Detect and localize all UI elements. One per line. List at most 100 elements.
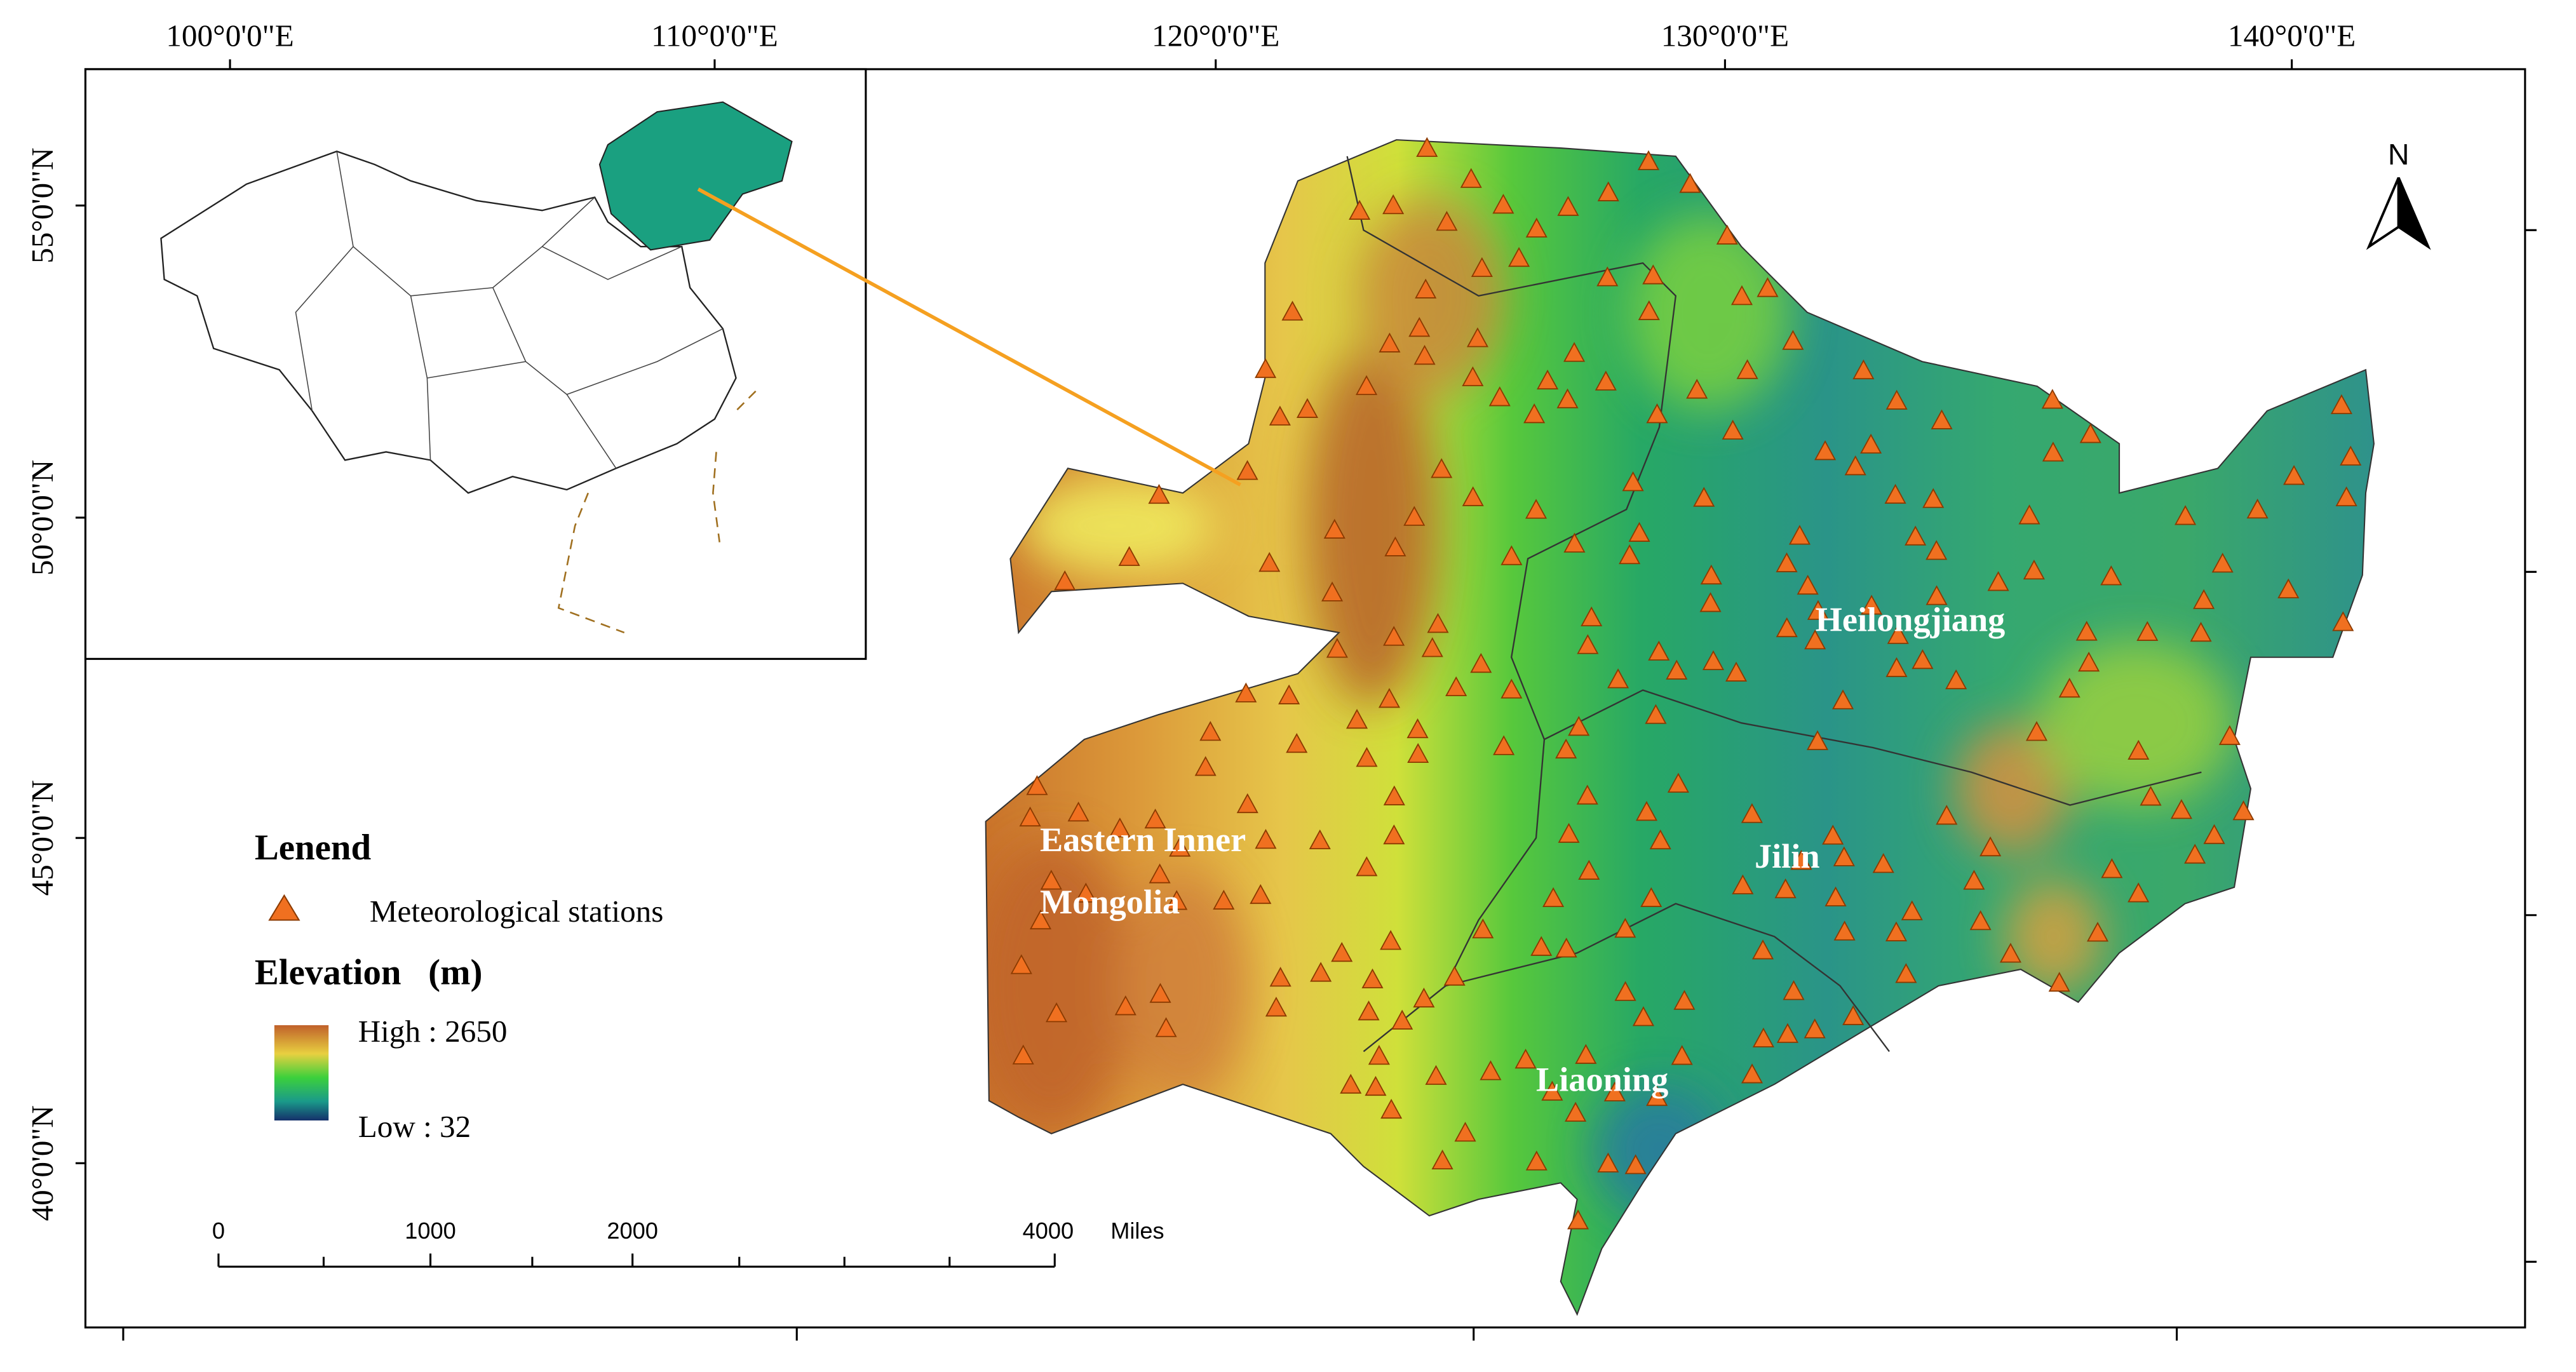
- station: [1833, 846, 1855, 866]
- station: [1169, 837, 1191, 857]
- station: [1525, 217, 1548, 238]
- station: [1556, 388, 1579, 408]
- station: [1555, 738, 1577, 759]
- station: [1790, 850, 1812, 870]
- longitude-labels: 100°0'0"E 110°0'0"E 120°0'0"E 130°0'0"E …: [166, 18, 2356, 53]
- station: [1155, 1017, 1177, 1037]
- station: [1356, 856, 1378, 877]
- region-label: Eastern Inner: [1040, 821, 1246, 859]
- station: [1741, 803, 1763, 823]
- station: [1010, 954, 1032, 974]
- station: [1872, 853, 1894, 873]
- station: [1525, 499, 1548, 519]
- station: [1472, 918, 1494, 939]
- station: [1901, 900, 1923, 920]
- latitude-label: 55°0'0"N: [25, 147, 60, 263]
- station: [1945, 669, 1967, 690]
- station: [1832, 689, 1854, 710]
- station: [1040, 870, 1062, 890]
- station: [1537, 369, 1559, 390]
- station: [1963, 870, 1985, 890]
- station: [1012, 1044, 1034, 1065]
- station: [1149, 863, 1171, 884]
- station: [1310, 962, 1332, 982]
- station: [1323, 518, 1345, 539]
- region-label: Mongolia: [1040, 883, 1180, 921]
- station: [1666, 659, 1688, 680]
- station: [1365, 1075, 1387, 1096]
- station: [1568, 716, 1590, 736]
- station: [2100, 565, 2122, 586]
- station: [2203, 824, 2225, 844]
- station: [1969, 910, 1992, 931]
- station: [1413, 987, 1435, 1008]
- station: [1624, 1154, 1647, 1174]
- station: [2218, 725, 2241, 745]
- station: [1757, 277, 1779, 297]
- station: [1686, 379, 1708, 399]
- station: [1622, 471, 1644, 492]
- scale-label: 4000: [1023, 1218, 1074, 1244]
- station: [1144, 808, 1166, 829]
- station: [1575, 1044, 1597, 1064]
- station: [1480, 1060, 1502, 1080]
- station: [2086, 922, 2109, 942]
- station: [2025, 721, 2048, 741]
- station: [1824, 886, 1847, 906]
- longitude-label: 120°0'0"E: [1152, 18, 1279, 53]
- station: [1671, 1045, 1693, 1065]
- station: [1383, 626, 1405, 646]
- station: [1391, 1009, 1413, 1030]
- station: [1445, 676, 1467, 696]
- station: [1700, 564, 1722, 585]
- station: [1471, 257, 1493, 278]
- station: [1597, 1152, 1619, 1173]
- station: [2283, 465, 2305, 485]
- station: [1296, 398, 1319, 418]
- station: [1565, 1101, 1587, 1122]
- station: [1776, 617, 1798, 638]
- scale-line: [217, 1253, 1056, 1268]
- station: [1213, 889, 1235, 910]
- north-arrow: [2366, 177, 2431, 250]
- station: [1019, 806, 1041, 827]
- station: [1597, 181, 1619, 201]
- station: [1416, 137, 1438, 158]
- scale-label: 0: [212, 1218, 225, 1244]
- station: [1679, 173, 1701, 193]
- longitude-label: 130°0'0"E: [1661, 18, 1789, 53]
- legend-color-ramp: [274, 1025, 329, 1121]
- station: [1326, 638, 1348, 658]
- station: [1783, 980, 1805, 1000]
- station: [1403, 506, 1426, 526]
- station: [1736, 359, 1758, 379]
- station: [1431, 1149, 1453, 1170]
- station: [1383, 824, 1405, 845]
- station: [2023, 560, 2045, 580]
- station: [1258, 552, 1281, 572]
- station: [1046, 1002, 1068, 1023]
- station: [2136, 621, 2159, 641]
- stations: [1010, 137, 2362, 1230]
- station: [1067, 802, 1089, 822]
- station: [2330, 394, 2352, 414]
- station: [1199, 721, 1222, 741]
- station: [2079, 423, 2101, 443]
- station: [1500, 545, 1523, 565]
- station: [1356, 375, 1378, 395]
- longitude-label: 140°0'0"E: [2228, 18, 2356, 53]
- region-label: Jilin: [1755, 837, 1820, 875]
- station: [1530, 936, 1553, 956]
- station: [1936, 805, 1958, 825]
- station: [1380, 1098, 1403, 1119]
- station: [1269, 967, 1291, 987]
- station: [1725, 661, 1748, 682]
- station: [1413, 344, 1436, 365]
- station: [1638, 300, 1660, 320]
- station: [1462, 486, 1484, 506]
- station: [1563, 342, 1586, 362]
- station: [1635, 800, 1658, 821]
- station: [1603, 1081, 1626, 1101]
- station: [1492, 194, 1514, 214]
- station: [1861, 595, 1883, 615]
